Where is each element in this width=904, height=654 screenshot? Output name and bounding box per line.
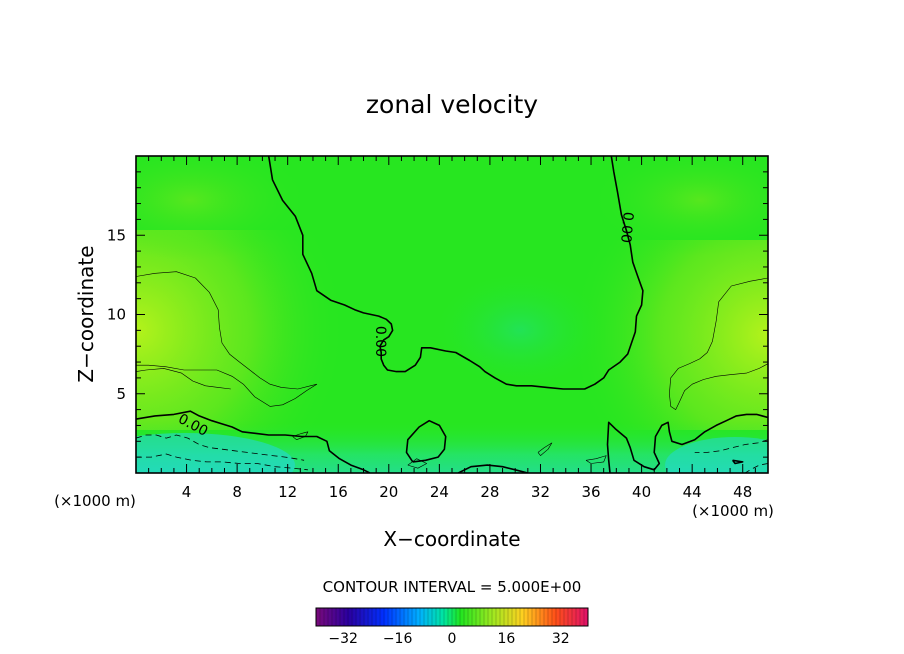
colorbar-frame <box>315 607 589 627</box>
contour-negative-2 <box>694 439 768 453</box>
x-unit-label-left: (×1000 m) <box>54 492 136 510</box>
x-tick-label-12: 12 <box>278 483 297 501</box>
field-soft-center <box>430 270 610 390</box>
field-soft-upper-right <box>590 156 768 255</box>
x-axis: 4 8 12 16 20 24 28 32 36 40 44 48 <box>148 156 756 501</box>
field-negative-left <box>136 433 295 473</box>
contour-zero-0 <box>267 156 644 390</box>
x-axis-label: X−coordinate <box>383 527 520 551</box>
x-tick-label-32: 32 <box>531 483 550 501</box>
x-tick-label-20: 20 <box>379 483 398 501</box>
contour-negative-0 <box>136 434 305 461</box>
contour-positive-5-5 <box>585 455 607 464</box>
contour-zero-1 <box>136 410 371 473</box>
contour-zero-3 <box>457 464 528 473</box>
x-tick-label-28: 28 <box>480 483 499 501</box>
contour-interval-text: CONTOUR INTERVAL = 5.000E+00 <box>323 578 582 596</box>
x-unit-label-right: (×1000 m) <box>692 502 774 520</box>
contour-negative-1 <box>136 453 308 471</box>
contour-positive-5-2 <box>669 277 768 410</box>
y-tick-label-5: 5 <box>116 385 126 403</box>
contour-positive-5-0 <box>136 271 318 407</box>
y-axis-label: Z−coordinate <box>74 245 98 382</box>
x-tick-label-8: 8 <box>232 483 242 501</box>
chart-title: zonal velocity <box>366 90 538 119</box>
contour-positive-5-4 <box>537 442 553 456</box>
colorbar-tick-label--32: −32 <box>328 631 358 647</box>
colorbar-ticks: −32 −16 0 16 32 <box>328 631 569 647</box>
x-tick-label-48: 48 <box>733 483 752 501</box>
colorbar-tick-label-16: 16 <box>497 631 515 647</box>
x-tick-label-4: 4 <box>182 483 192 501</box>
field-high-left <box>136 230 346 430</box>
x-tick-label-16: 16 <box>329 483 348 501</box>
x-tick-label-40: 40 <box>632 483 651 501</box>
colorbar-tick-label-32: 32 <box>552 631 570 647</box>
x-tick-label-44: 44 <box>683 483 702 501</box>
contour-positive-5-3 <box>292 431 309 440</box>
contour-positive-5-1 <box>136 368 231 390</box>
contour-lines <box>136 156 768 473</box>
colorbar-tick-label--16: −16 <box>383 631 413 647</box>
y-tick-label-10: 10 <box>107 306 126 324</box>
contour-negative-3 <box>744 463 768 473</box>
colorbar: −32 −16 0 16 32 <box>315 607 589 647</box>
x-tick-label-24: 24 <box>430 483 449 501</box>
contour-plot-area: 0.000.000.00 <box>136 156 768 473</box>
y-axis: 5 10 15 <box>107 171 768 458</box>
contour-zero-4 <box>606 413 768 473</box>
colorbar-stripes <box>319 608 585 626</box>
field-soft-upper-left <box>136 156 310 260</box>
contour-zero-2 <box>405 419 447 463</box>
contour-label-1: 0.00 <box>372 326 388 357</box>
contour-label-2: 0.00 <box>617 211 636 243</box>
y-tick-label-15: 15 <box>107 226 126 244</box>
colorbar-tick-label-0: 0 <box>448 631 457 647</box>
contour-positive-5-6 <box>407 458 427 469</box>
contour-zero-5 <box>731 459 744 465</box>
x-tick-label-36: 36 <box>581 483 600 501</box>
